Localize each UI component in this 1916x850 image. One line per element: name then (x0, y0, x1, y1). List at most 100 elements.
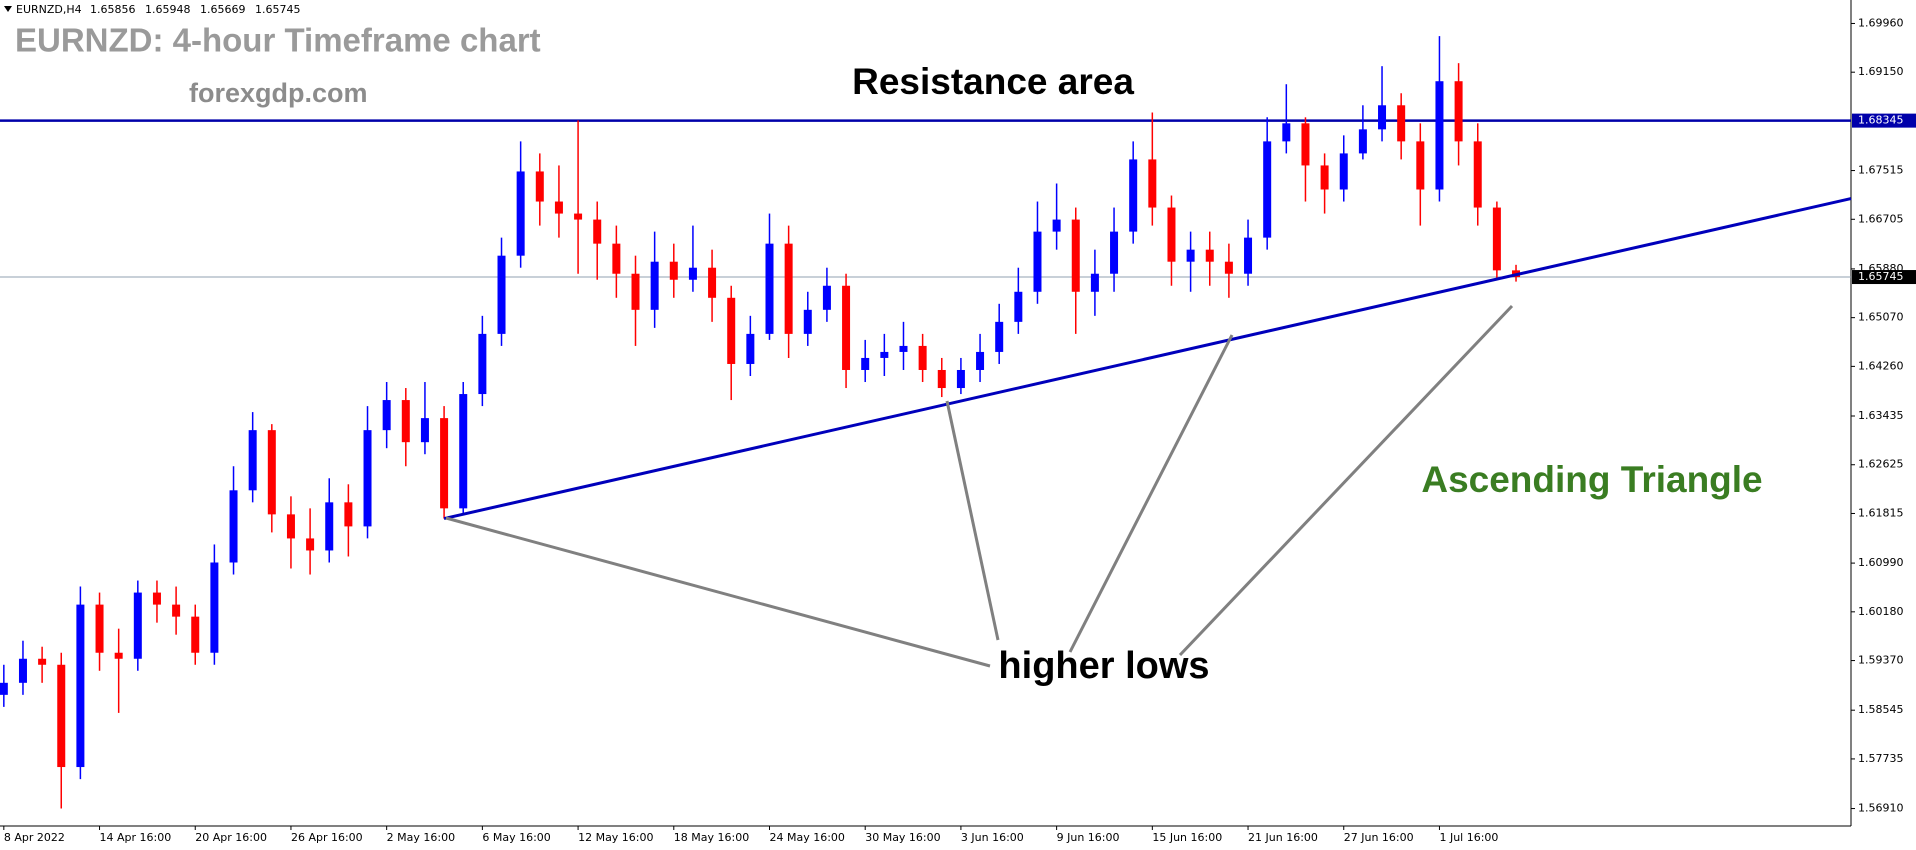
candle-body (899, 345, 908, 352)
x-tick-label: 9 Jun 16:00 (1057, 831, 1120, 844)
candle-body (784, 243, 793, 334)
candle-body (669, 261, 678, 280)
candle-body (152, 592, 161, 605)
candle-body (133, 592, 142, 659)
candle-body (1263, 141, 1272, 238)
x-tick-label: 2 May 16:00 (387, 831, 455, 844)
candle-body (1492, 207, 1501, 271)
x-tick-label: 6 May 16:00 (482, 831, 550, 844)
candle-body (1167, 207, 1176, 262)
header-open: 1.65856 (90, 3, 136, 16)
candle-body (631, 273, 640, 310)
candle-body (1397, 105, 1406, 142)
candle-body (650, 261, 659, 310)
candle-body (976, 351, 985, 370)
y-tick-label: 1.60180 (1858, 605, 1904, 618)
chart-subtitle: forexgdp.com (189, 78, 368, 108)
x-tick-label: 27 Jun 16:00 (1344, 831, 1414, 844)
y-tick-label: 1.57735 (1858, 752, 1904, 765)
y-tick-label: 1.60990 (1858, 556, 1904, 569)
x-tick-label: 18 May 16:00 (674, 831, 749, 844)
pointer-line (1068, 334, 1234, 653)
pointer-lines (445, 304, 1514, 668)
candle-body (267, 430, 276, 515)
x-tick-label: 12 May 16:00 (578, 831, 653, 844)
candle-body (1129, 159, 1138, 232)
pointer-line (445, 516, 991, 668)
candle-body (440, 418, 449, 509)
price-label-box (1852, 113, 1916, 128)
candle-body (1301, 123, 1310, 166)
y-tick-label: 1.67515 (1858, 164, 1904, 177)
candle-body (956, 369, 965, 389)
candle-body (516, 171, 525, 256)
candle-body (191, 616, 200, 653)
x-tick-label: 24 May 16:00 (769, 831, 844, 844)
candle-body (18, 658, 27, 683)
price-label: 1.65745 (1858, 270, 1904, 283)
header-low: 1.65669 (200, 3, 246, 16)
candle-body (1473, 141, 1482, 208)
x-tick-label: 26 Apr 16:00 (291, 831, 363, 844)
pointer-line (945, 400, 1000, 641)
candle-body (612, 243, 621, 274)
candle-body (478, 333, 487, 395)
candle-body (880, 351, 889, 358)
y-tick-label: 1.69150 (1858, 65, 1904, 78)
y-tick-label: 1.66705 (1858, 212, 1904, 225)
x-tick-label: 30 May 16:00 (865, 831, 940, 844)
x-tick-label: 20 Apr 16:00 (195, 831, 267, 844)
candle-body (1224, 261, 1233, 274)
candle-body (1071, 219, 1080, 292)
candle-body (459, 394, 468, 509)
candle-body (420, 418, 429, 443)
candle-body (497, 255, 506, 334)
candle-body (363, 430, 372, 527)
x-tick-label: 21 Jun 16:00 (1248, 831, 1318, 844)
pointer-line (1178, 304, 1514, 657)
y-tick-label: 1.64260 (1858, 359, 1904, 372)
x-tick-label: 8 Apr 2022 (4, 831, 65, 844)
candle-body (1186, 249, 1195, 262)
candle-body (727, 297, 736, 364)
symbol-label: EURNZD,H4 (16, 3, 82, 16)
candle-body (114, 652, 123, 659)
candle-body (1052, 219, 1061, 232)
candle-body (0, 682, 8, 695)
candle-body (1339, 153, 1348, 190)
y-tick-label: 1.58545 (1858, 703, 1904, 716)
x-tick-label: 14 Apr 16:00 (100, 831, 172, 844)
price-label: 1.68345 (1858, 114, 1904, 127)
candle-body (344, 502, 353, 527)
candle-body (593, 219, 602, 244)
candle-body (995, 321, 1004, 352)
candle-body (306, 538, 315, 551)
x-tick-label: 15 Jun 16:00 (1152, 831, 1222, 844)
chart-title: EURNZD: 4-hour Timeframe chart (15, 22, 541, 59)
candle-body (861, 357, 870, 370)
header-high: 1.65948 (145, 3, 191, 16)
candle-body (554, 201, 563, 214)
candle-body (918, 345, 927, 370)
trendline (443, 197, 1852, 521)
candle-body (1033, 231, 1042, 292)
candle-body (210, 562, 219, 653)
candle-body (325, 502, 334, 551)
candle-body (1244, 237, 1253, 274)
y-tick-label: 1.63435 (1858, 409, 1904, 422)
candle-body (286, 514, 295, 539)
y-tick-label: 1.61815 (1858, 506, 1904, 519)
candle-body (76, 604, 85, 768)
candle-body (172, 604, 181, 617)
candle-body (574, 213, 583, 220)
candle-body (708, 267, 717, 298)
candle-body (937, 369, 946, 389)
candle-body (1014, 291, 1023, 322)
candle-body (57, 664, 66, 768)
y-tick-label: 1.62625 (1858, 458, 1904, 471)
candle-body (95, 604, 104, 653)
candle-body (1205, 249, 1214, 262)
price-label-box (1852, 270, 1916, 285)
